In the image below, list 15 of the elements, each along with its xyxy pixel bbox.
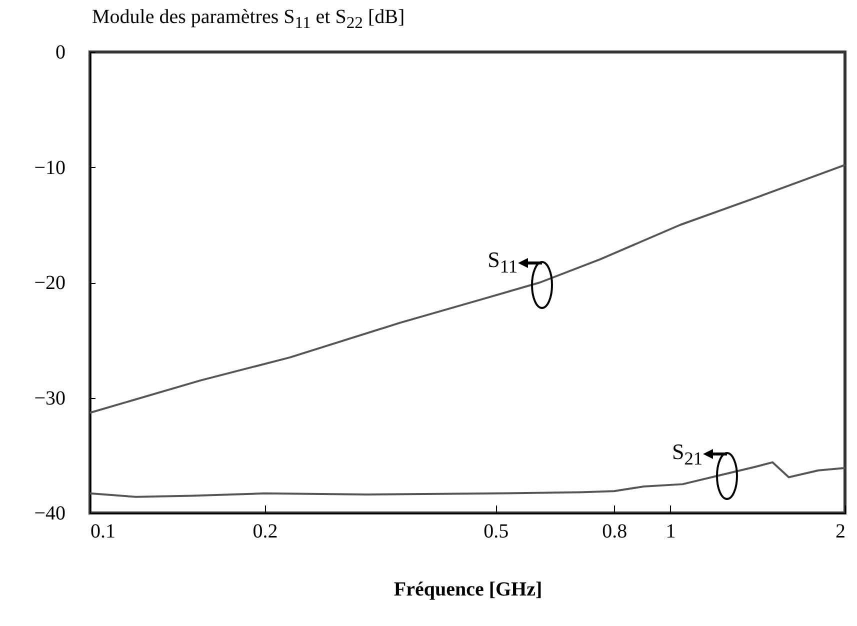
x-tick-label: 1: [666, 520, 676, 542]
annotation: S$_{21}$: [672, 438, 703, 469]
x-tick-label: 2: [836, 520, 846, 542]
x-tick-label: 0.5: [484, 520, 509, 542]
x-tick-label: 0.1: [90, 520, 116, 542]
x-axis-title: Fréquence [GHz]: [394, 578, 542, 600]
y-tick-label: −20: [34, 272, 66, 294]
annotation: S$_{11}$: [488, 247, 518, 278]
y-tick-label: −10: [34, 156, 66, 179]
x-tick-label: 0.8: [602, 520, 628, 542]
y-tick-label: 0: [56, 42, 66, 64]
y-tick-label: −30: [34, 387, 66, 410]
y-axis-title: Module des paramètres S$_{11}$ et S$_{22}$ [dB]: [92, 6, 405, 33]
x-tick-label: 0.2: [252, 520, 278, 542]
y-tick-label: −40: [34, 502, 66, 524]
